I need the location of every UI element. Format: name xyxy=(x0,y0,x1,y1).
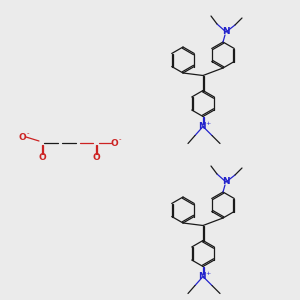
Text: N: N xyxy=(198,272,206,281)
Text: O: O xyxy=(92,152,100,161)
Text: O: O xyxy=(38,152,46,161)
Text: -: - xyxy=(119,136,121,142)
Text: N: N xyxy=(222,28,230,37)
Text: +: + xyxy=(206,121,211,126)
Text: +: + xyxy=(206,271,211,276)
Text: O: O xyxy=(110,139,118,148)
Text: N: N xyxy=(198,122,206,131)
Text: -: - xyxy=(27,130,29,136)
Text: N: N xyxy=(222,178,230,187)
Text: O: O xyxy=(18,133,26,142)
